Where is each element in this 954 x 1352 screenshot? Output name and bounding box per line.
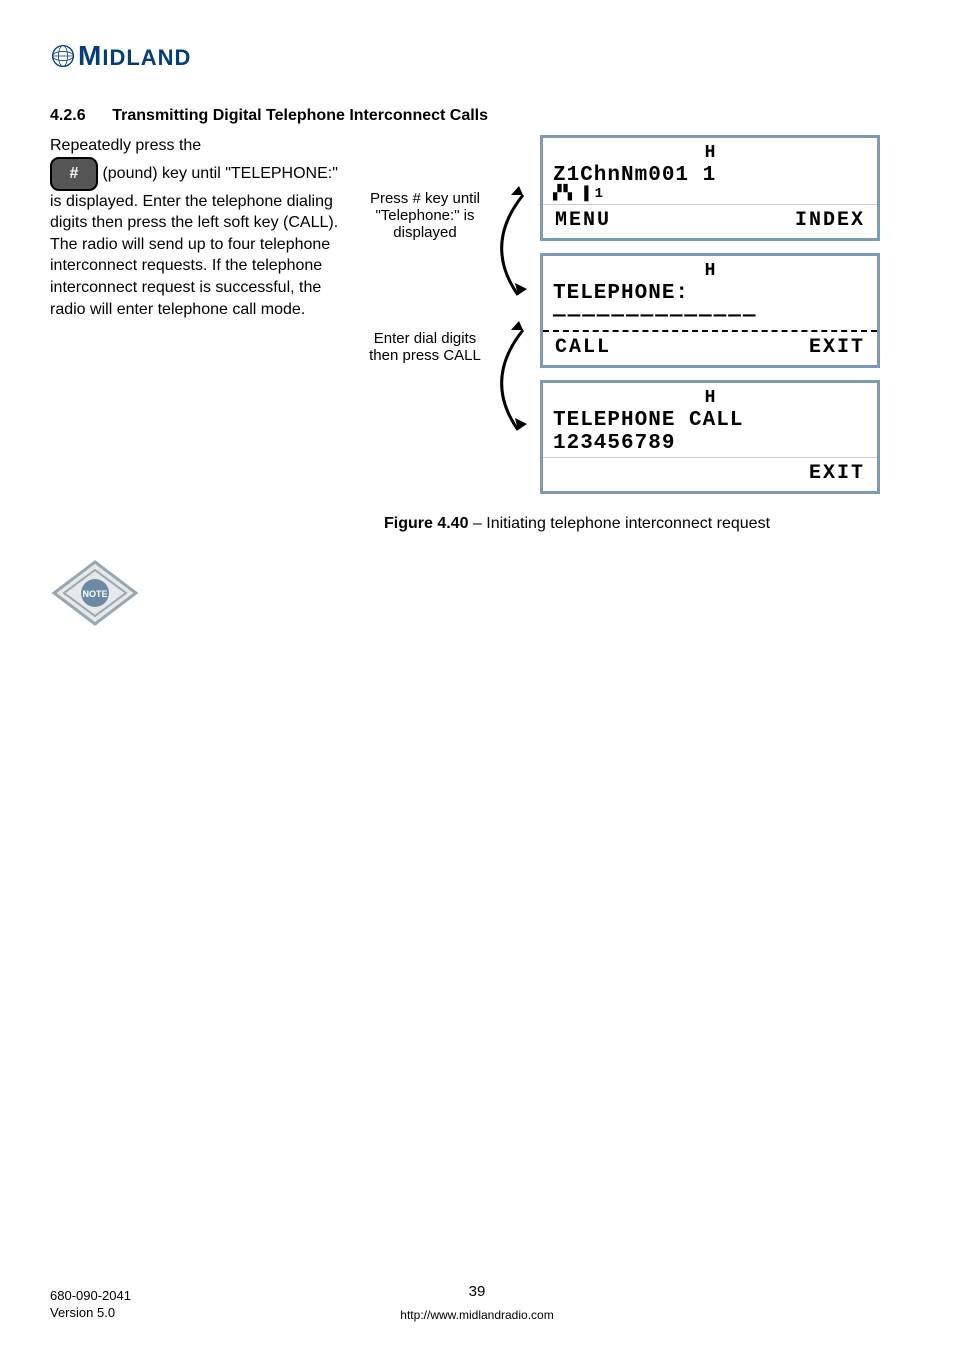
arrow-icon <box>483 320 533 440</box>
lcd2-softkey-left: CALL <box>555 336 611 359</box>
section-heading: 4.2.6 Transmitting Digital Telephone Int… <box>50 107 904 125</box>
section-title: Transmitting Digital Telephone Interconn… <box>112 107 488 124</box>
page-footer: 680-090-2041 Version 5.0 39 http://www.m… <box>50 1288 904 1322</box>
lcd-screen-1: H Z1ChnNm001 1 ▞▚ ▌1 MENU INDEX <box>540 135 880 241</box>
lcd3-line2: 123456789 <box>553 432 867 455</box>
lcd1-icons: ▞▚ ▌1 <box>553 187 867 202</box>
lcd2-softkey-right: EXIT <box>809 336 865 359</box>
lcd-screen-3: H TELEPHONE CALL 123456789 EXIT <box>540 380 880 494</box>
lcd1-h: H <box>553 144 867 164</box>
lcd1-softkey-left: MENU <box>555 209 611 232</box>
footer-url: http://www.midlandradio.com <box>50 1308 904 1322</box>
lcd1-line: Z1ChnNm001 1 <box>553 164 867 187</box>
brand-logo: MMIDLANDIDLAND <box>50 40 904 72</box>
instruction-line1: Repeatedly press the <box>50 137 201 154</box>
brand-text: MMIDLANDIDLAND <box>78 40 191 72</box>
lcd2-h: H <box>553 262 867 282</box>
lcd3-h: H <box>553 389 867 409</box>
note-text: NOTE <box>82 589 107 599</box>
section-number: 4.2.6 <box>50 107 86 125</box>
flow-labels: Press # key until "Telephone:" is displa… <box>360 135 525 495</box>
lcd1-softkey-right: INDEX <box>795 209 865 232</box>
page-number: 39 <box>50 1283 904 1300</box>
figure-caption: Figure 4.40 – Initiating telephone inter… <box>250 515 904 533</box>
lcd3-softkey-right: EXIT <box>809 462 865 485</box>
lcd2-dash: —————————————— <box>553 305 867 328</box>
figure-label-bold: Figure 4.40 <box>384 515 468 532</box>
lcd2-line: TELEPHONE: <box>553 282 867 305</box>
flow-label-1: Press # key until "Telephone:" is displa… <box>360 190 490 241</box>
arrow-icon <box>483 185 533 305</box>
flow-label-2: Enter dial digits then press CALL <box>360 330 490 364</box>
lcd-screen-2: H TELEPHONE: —————————————— CALL EXIT <box>540 253 880 368</box>
note-icon: NOTE <box>50 558 904 633</box>
lcd3-line1: TELEPHONE CALL <box>553 409 867 432</box>
globe-icon <box>50 43 76 69</box>
lcd-screens: H Z1ChnNm001 1 ▞▚ ▌1 MENU INDEX H TELEPH… <box>540 135 880 494</box>
figure-label-rest: – Initiating telephone interconnect requ… <box>468 515 770 532</box>
pound-key-icon: # <box>50 157 98 191</box>
instruction-paragraph: Repeatedly press the # (pound) key until… <box>50 135 345 320</box>
